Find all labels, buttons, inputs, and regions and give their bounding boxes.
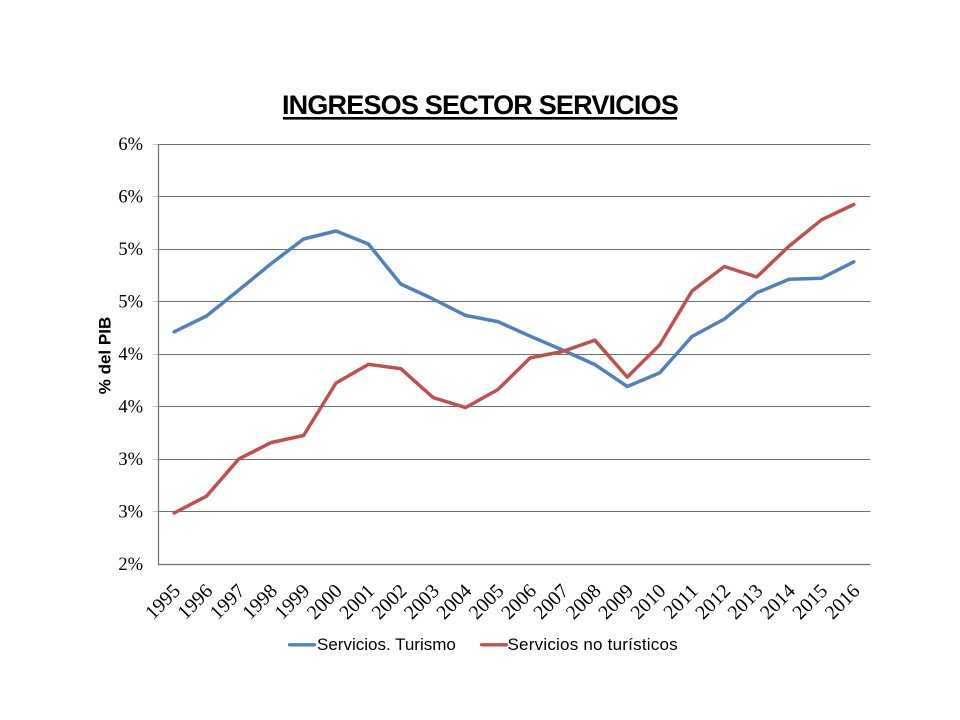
svg-text:2008: 2008	[562, 580, 606, 624]
svg-text:1999: 1999	[270, 580, 314, 624]
svg-text:3%: 3%	[118, 450, 143, 470]
svg-text:2002: 2002	[368, 580, 412, 624]
svg-text:INGRESOS SECTOR SERVICIOS: INGRESOS SECTOR SERVICIOS	[282, 90, 678, 120]
svg-text:2003: 2003	[400, 580, 444, 624]
svg-text:2013: 2013	[724, 580, 768, 624]
svg-text:1996: 1996	[173, 580, 217, 624]
svg-text:2016: 2016	[821, 580, 865, 624]
svg-text:2005: 2005	[465, 580, 509, 624]
svg-text:2%: 2%	[118, 555, 143, 575]
svg-text:6%: 6%	[118, 135, 143, 155]
svg-text:2000: 2000	[303, 580, 347, 624]
svg-text:Servicios no turísticos: Servicios no turísticos	[508, 635, 678, 654]
svg-text:2007: 2007	[529, 580, 573, 624]
svg-text:2014: 2014	[756, 580, 800, 624]
svg-text:3%: 3%	[118, 503, 143, 523]
svg-text:2011: 2011	[659, 580, 702, 623]
svg-text:6%: 6%	[118, 188, 143, 208]
svg-text:4%: 4%	[118, 398, 143, 418]
svg-text:1997: 1997	[206, 580, 250, 624]
svg-text:Servicios. Turismo: Servicios. Turismo	[317, 635, 456, 654]
svg-text:% del PIB: % del PIB	[95, 317, 114, 394]
svg-text:5%: 5%	[118, 293, 143, 313]
svg-text:5%: 5%	[118, 240, 143, 260]
svg-text:2010: 2010	[626, 580, 670, 624]
svg-text:4%: 4%	[118, 345, 143, 365]
